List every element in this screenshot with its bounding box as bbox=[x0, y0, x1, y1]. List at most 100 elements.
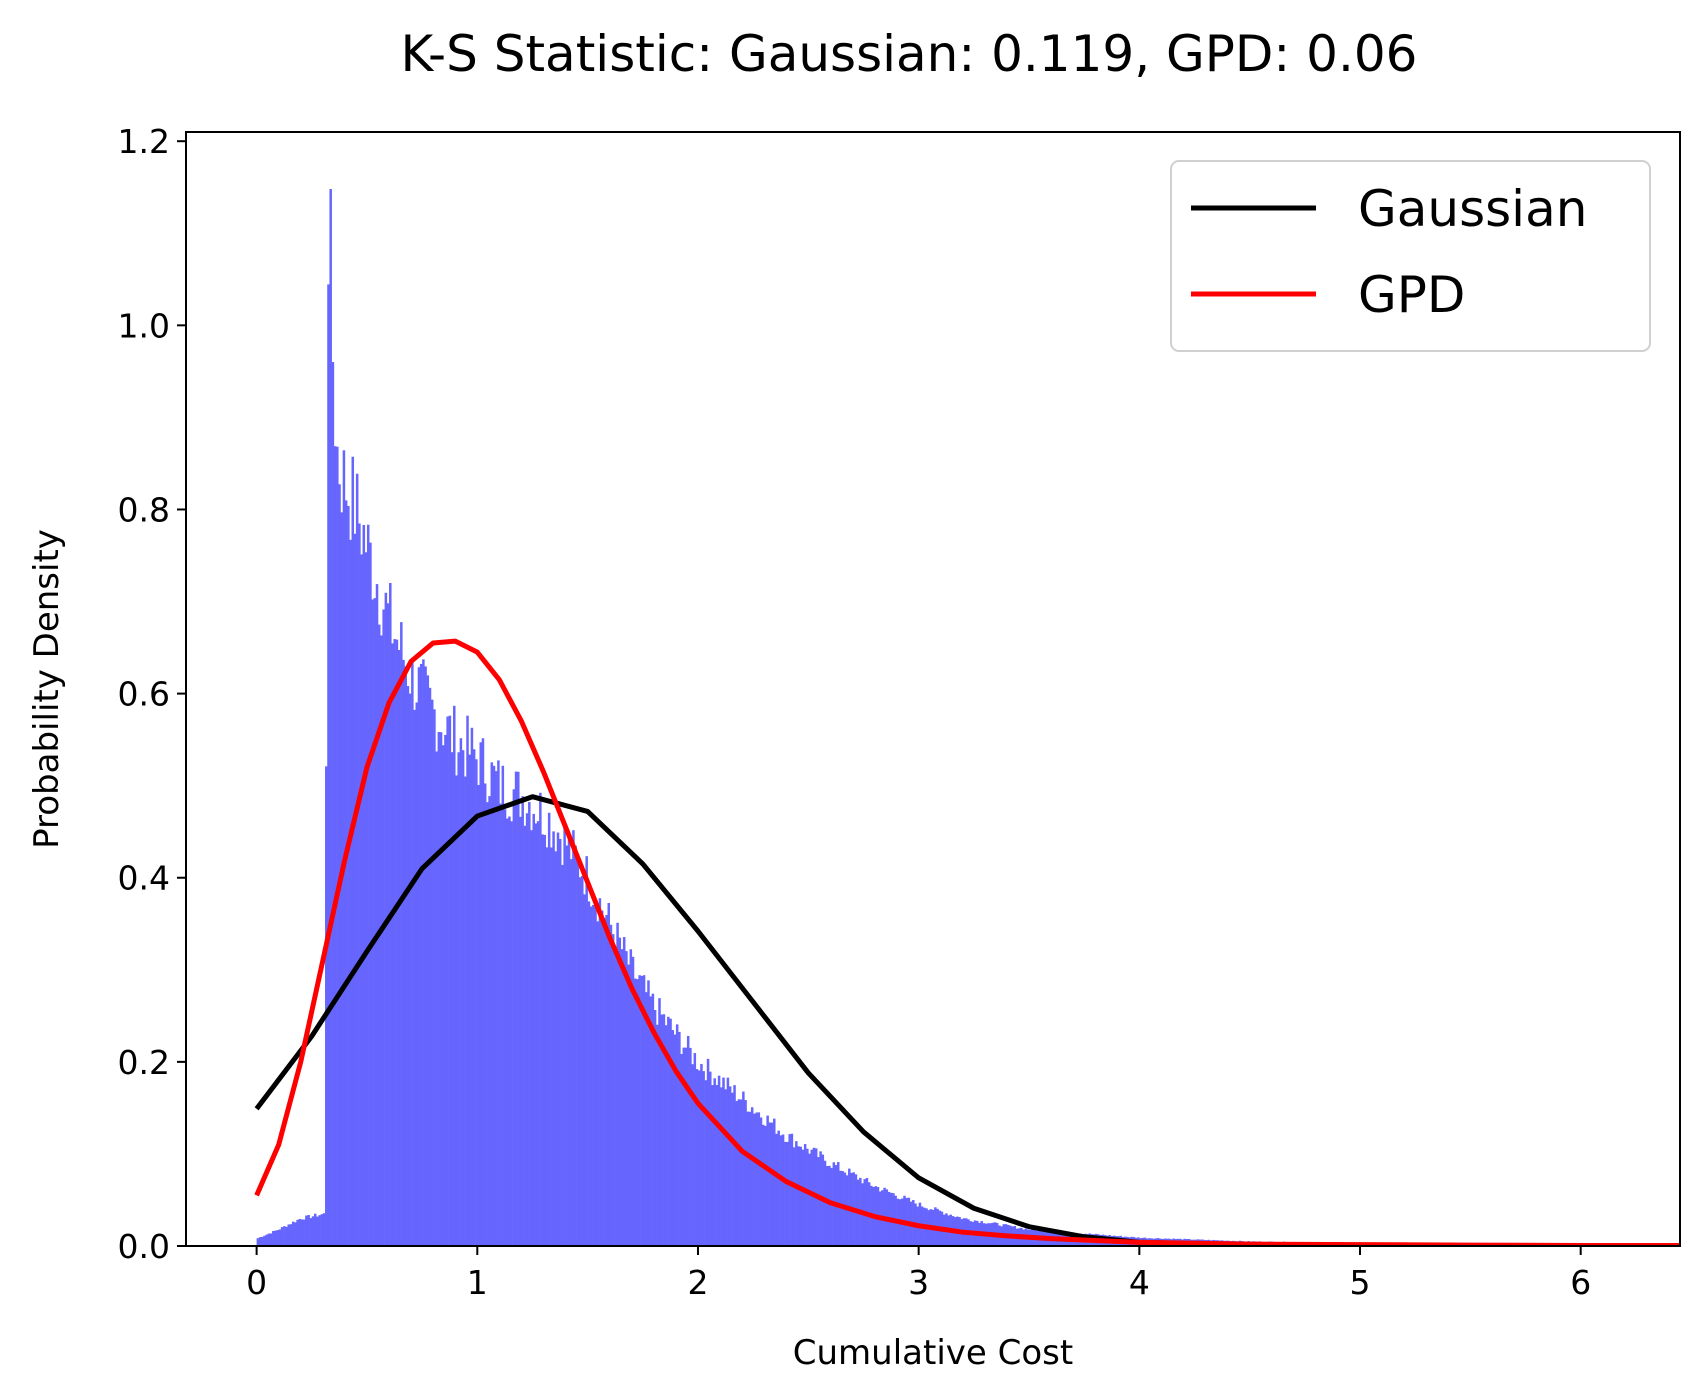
histogram-bar bbox=[711, 1085, 714, 1246]
histogram-bar bbox=[441, 745, 445, 1246]
histogram-bar bbox=[596, 921, 599, 1246]
histogram-bar bbox=[781, 1134, 785, 1246]
histogram-bar bbox=[622, 937, 626, 1246]
histogram-bar bbox=[808, 1153, 811, 1246]
histogram-bar bbox=[792, 1147, 796, 1246]
histogram-bar bbox=[508, 816, 511, 1246]
histogram-bar bbox=[313, 1213, 317, 1246]
histogram-bar bbox=[790, 1133, 794, 1246]
histogram-bar bbox=[554, 851, 558, 1246]
histogram-bar bbox=[539, 792, 542, 1246]
histogram-bar bbox=[479, 742, 483, 1246]
histogram-bar bbox=[715, 1084, 719, 1246]
histogram-bar bbox=[742, 1091, 745, 1246]
histogram-bar bbox=[744, 1100, 747, 1246]
histogram-bar bbox=[720, 1087, 723, 1246]
histogram-bar bbox=[391, 643, 394, 1246]
x-axis-label: Cumulative Cost bbox=[793, 1333, 1073, 1373]
histogram-bar bbox=[594, 903, 597, 1246]
histogram-bar bbox=[803, 1144, 807, 1246]
histogram-bar bbox=[296, 1219, 299, 1246]
histogram-bar bbox=[417, 667, 421, 1246]
histogram-bar bbox=[753, 1113, 756, 1246]
histogram-bar bbox=[267, 1233, 271, 1246]
histogram-bar bbox=[563, 824, 566, 1246]
histogram-bar bbox=[556, 832, 560, 1246]
histogram-bar bbox=[678, 1031, 681, 1246]
histogram-bar bbox=[446, 716, 449, 1246]
histogram-bar bbox=[625, 951, 628, 1246]
histogram-bar bbox=[353, 533, 357, 1246]
histogram-bar bbox=[351, 456, 355, 1246]
histogram-bar bbox=[276, 1230, 279, 1246]
histogram-bar bbox=[525, 813, 529, 1246]
histogram-bar bbox=[629, 949, 633, 1246]
histogram-bar bbox=[470, 727, 474, 1246]
histogram-bar bbox=[309, 1218, 313, 1246]
histogram-bar bbox=[380, 635, 383, 1246]
histogram-bar bbox=[667, 1016, 670, 1246]
histogram-bar bbox=[673, 1034, 677, 1246]
histogram-bar bbox=[631, 956, 635, 1246]
histogram-bar bbox=[585, 856, 588, 1246]
histogram-bar bbox=[272, 1230, 275, 1246]
histogram-bar bbox=[647, 980, 650, 1246]
histogram-bar bbox=[494, 771, 498, 1246]
histogram-bar bbox=[682, 1047, 686, 1246]
histogram-bar bbox=[607, 903, 611, 1246]
histogram-bar bbox=[492, 765, 496, 1246]
histogram-bar bbox=[488, 796, 491, 1246]
histogram-bar bbox=[543, 834, 547, 1246]
histogram-bar bbox=[393, 639, 396, 1246]
x-tick-label: 2 bbox=[687, 1263, 708, 1302]
histogram-bar bbox=[258, 1237, 262, 1246]
histogram-bar bbox=[514, 771, 518, 1246]
histogram-bar bbox=[589, 906, 593, 1246]
histogram-bar bbox=[759, 1117, 763, 1246]
histogram-bar bbox=[658, 998, 661, 1246]
histogram-bar bbox=[757, 1112, 761, 1246]
histogram-bar bbox=[536, 821, 540, 1246]
histogram-bar bbox=[709, 1071, 712, 1246]
histogram-bar bbox=[439, 732, 443, 1246]
x-tick-label: 6 bbox=[1570, 1263, 1591, 1302]
histogram-bar bbox=[424, 666, 427, 1246]
histogram-bar bbox=[761, 1124, 765, 1246]
histogram-bar bbox=[369, 542, 372, 1246]
x-axis: 0 1 2 3 4 5 6 bbox=[246, 1246, 1591, 1302]
y-axis-label: Probability Density bbox=[27, 529, 67, 849]
histogram-bar bbox=[517, 771, 520, 1246]
histogram-bar bbox=[700, 1063, 703, 1246]
histogram-bar bbox=[640, 975, 644, 1246]
histogram-bar bbox=[265, 1234, 268, 1246]
histogram-bar bbox=[541, 834, 544, 1246]
histogram-bar bbox=[664, 1025, 668, 1246]
histogram-bar bbox=[801, 1149, 805, 1246]
histogram-bar bbox=[532, 813, 535, 1246]
histogram-bar bbox=[289, 1224, 293, 1246]
histogram-bar bbox=[342, 450, 346, 1246]
histogram-bar bbox=[572, 830, 575, 1246]
histogram-bar bbox=[305, 1215, 308, 1246]
histogram-bar bbox=[739, 1099, 743, 1246]
histogram-bar bbox=[583, 894, 586, 1246]
histogram-bar bbox=[362, 525, 366, 1246]
chart-title: K-S Statistic: Gaussian: 0.119, GPD: 0.0… bbox=[401, 25, 1418, 83]
histogram-bar bbox=[642, 975, 646, 1246]
histogram-bar bbox=[481, 738, 485, 1246]
histogram-bar bbox=[298, 1218, 302, 1246]
histogram-bar bbox=[453, 705, 456, 1246]
histogram-bar bbox=[450, 752, 454, 1246]
histogram-bar bbox=[550, 847, 553, 1246]
histogram-bar bbox=[576, 853, 580, 1246]
histogram-bar bbox=[636, 979, 639, 1246]
histogram-bar bbox=[726, 1077, 730, 1246]
histogram-bar bbox=[620, 949, 624, 1246]
histogram-bar bbox=[574, 845, 577, 1246]
legend: Gaussian GPD bbox=[1170, 160, 1651, 352]
y-tick-label: 0.2 bbox=[118, 1043, 170, 1082]
histogram-bar bbox=[285, 1226, 288, 1246]
histogram-bar bbox=[274, 1230, 277, 1246]
histogram-bar bbox=[534, 823, 538, 1246]
histogram-bar bbox=[775, 1133, 778, 1246]
